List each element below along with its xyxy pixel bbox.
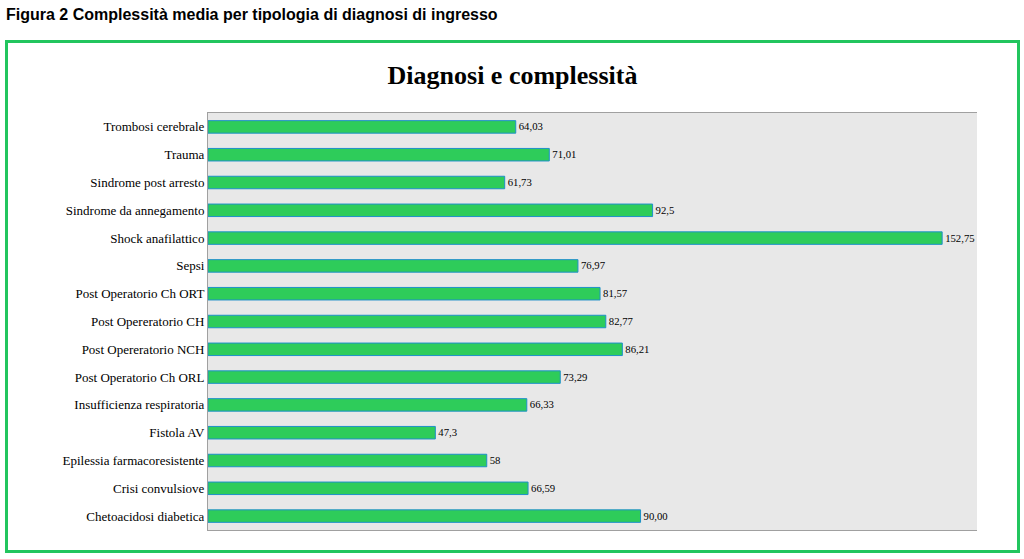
svg-text:66,33: 66,33 — [530, 398, 554, 410]
svg-text:71,01: 71,01 — [552, 148, 576, 160]
svg-text:Insufficienza respiratoria: Insufficienza respiratoria — [74, 397, 204, 412]
svg-text:Post Opereratorio CH: Post Opereratorio CH — [91, 314, 204, 329]
svg-text:82,77: 82,77 — [609, 315, 634, 327]
svg-text:64,03: 64,03 — [519, 120, 543, 132]
svg-text:61,73: 61,73 — [508, 176, 532, 188]
svg-text:58: 58 — [490, 454, 501, 466]
svg-text:Post Operatorio Ch ORL: Post Operatorio Ch ORL — [75, 370, 205, 385]
svg-text:Diagnosi e complessità: Diagnosi e complessità — [388, 61, 638, 90]
svg-text:Post Operatorio Ch ORT: Post Operatorio Ch ORT — [76, 286, 205, 301]
svg-text:86,21: 86,21 — [625, 343, 649, 355]
svg-text:47,3: 47,3 — [438, 426, 457, 438]
svg-text:81,57: 81,57 — [603, 287, 628, 299]
svg-text:Post Opereratorio NCH: Post Opereratorio NCH — [82, 342, 205, 357]
html-text:Figura 2 Complessità media per: Figura 2 Complessità media per tipologia… — [6, 6, 498, 23]
svg-text:73,29: 73,29 — [563, 371, 587, 383]
svg-text:Chetoacidosi diabetica: Chetoacidosi diabetica — [86, 509, 204, 524]
svg-text:Trombosi cerebrale: Trombosi cerebrale — [103, 119, 204, 134]
svg-text:Shock anafilattico: Shock anafilattico — [110, 231, 204, 246]
svg-text:Sepsi: Sepsi — [176, 258, 205, 273]
svg-text:Crisi convulsiove: Crisi convulsiove — [113, 481, 205, 496]
svg-text:66,59: 66,59 — [531, 482, 555, 494]
svg-text:152,75: 152,75 — [945, 232, 974, 244]
svg-text:90,00: 90,00 — [644, 510, 668, 522]
svg-text:Fistola AV: Fistola AV — [149, 425, 205, 440]
svg-text:92,5: 92,5 — [656, 204, 675, 216]
svg-text:Trauma: Trauma — [164, 147, 204, 162]
svg-text:Epilessia farmacoresistente: Epilessia farmacoresistente — [63, 453, 205, 468]
svg-text:Sindrome post arresto: Sindrome post arresto — [90, 175, 204, 190]
svg-text:Sindrome da annegamento: Sindrome da annegamento — [66, 203, 205, 218]
svg-text:76,97: 76,97 — [581, 259, 606, 271]
